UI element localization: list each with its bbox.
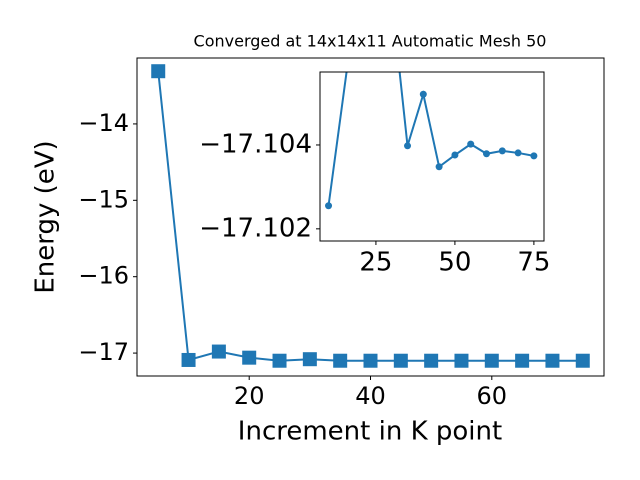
y-tick-label: −17.102 bbox=[199, 213, 312, 243]
marker bbox=[151, 64, 166, 79]
marker bbox=[242, 350, 257, 365]
marker bbox=[514, 149, 522, 157]
marker bbox=[393, 353, 408, 368]
marker bbox=[388, 0, 395, 2]
marker bbox=[530, 152, 538, 160]
chart-title: Converged at 14x14x11 Automatic Mesh 50 bbox=[194, 32, 547, 51]
marker bbox=[498, 147, 506, 155]
x-tick-label: 75 bbox=[517, 248, 550, 278]
marker bbox=[451, 151, 459, 159]
axes-frame bbox=[319, 71, 545, 242]
marker bbox=[211, 344, 226, 359]
x-tick-label: 50 bbox=[438, 248, 471, 278]
x-axis-label: Increment in K point bbox=[238, 417, 502, 447]
y-tick-label: −17.104 bbox=[199, 129, 312, 159]
marker bbox=[454, 353, 469, 368]
marker bbox=[333, 353, 348, 368]
y-tick-label: −16 bbox=[78, 262, 129, 290]
marker bbox=[545, 353, 560, 368]
plot-area bbox=[320, 72, 544, 241]
marker bbox=[484, 353, 499, 368]
marker bbox=[575, 353, 590, 368]
marker bbox=[435, 163, 443, 171]
marker bbox=[272, 353, 287, 368]
x-tick-label: 25 bbox=[359, 248, 392, 278]
x-tick-label: 40 bbox=[355, 382, 386, 410]
marker bbox=[181, 352, 196, 367]
y-tick-label: −14 bbox=[78, 109, 129, 137]
y-tick-label: −17 bbox=[78, 338, 129, 366]
marker bbox=[424, 353, 439, 368]
marker bbox=[515, 353, 530, 368]
axes-frame bbox=[136, 57, 605, 377]
marker bbox=[302, 352, 317, 367]
marker bbox=[419, 90, 427, 98]
marker bbox=[363, 353, 378, 368]
marker bbox=[467, 140, 475, 148]
x-tick-label: 60 bbox=[477, 382, 508, 410]
marker bbox=[325, 202, 333, 210]
marker bbox=[404, 142, 412, 150]
y-axis-label: Energy (eV) bbox=[31, 140, 61, 293]
y-tick-label: −15 bbox=[78, 185, 129, 213]
x-tick-label: 20 bbox=[234, 382, 265, 410]
marker bbox=[482, 150, 490, 158]
